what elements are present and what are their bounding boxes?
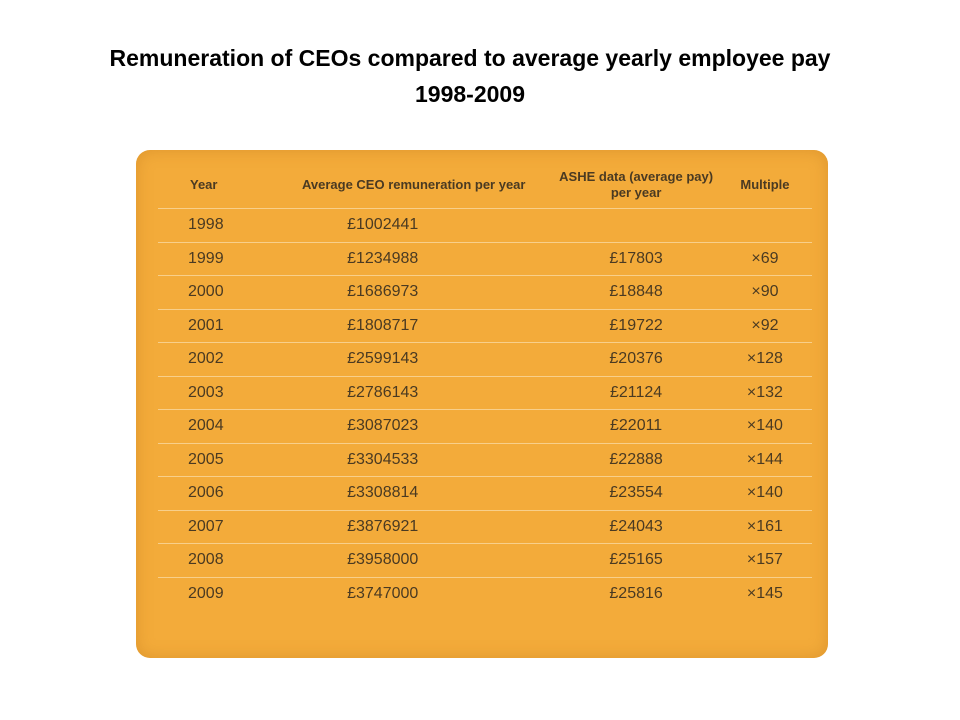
table-row: 2004 £3087023 £22011 ×140 bbox=[158, 409, 812, 444]
table-card: Year Average CEO remuneration per year A… bbox=[136, 150, 828, 658]
table-row: 2000 £1686973 £18848 ×90 bbox=[158, 275, 812, 310]
cell-ceo-remuneration: £3958000 bbox=[277, 543, 555, 578]
cell-year: 2008 bbox=[158, 543, 278, 578]
cell-year: 2003 bbox=[158, 376, 278, 410]
cell-year: 2006 bbox=[158, 476, 278, 511]
cell-ceo-remuneration: £2786143 bbox=[277, 376, 555, 410]
header-row: Year Average CEO remuneration per year A… bbox=[158, 162, 812, 209]
cell-multiple: ×69 bbox=[717, 242, 812, 276]
cell-ceo-remuneration: £2599143 bbox=[277, 342, 555, 377]
cell-ceo-remuneration: £1234988 bbox=[277, 242, 555, 276]
cell-multiple: ×132 bbox=[717, 376, 812, 410]
cell-ceo-remuneration: £1002441 bbox=[277, 208, 555, 243]
pay-table: Year Average CEO remuneration per year A… bbox=[158, 162, 812, 610]
table-row: 2003 £2786143 £21124 ×132 bbox=[158, 376, 812, 410]
cell-multiple bbox=[717, 208, 812, 243]
cell-ashe-pay: £24043 bbox=[554, 510, 718, 544]
table-row: 2009 £3747000 £25816 ×145 bbox=[158, 577, 812, 610]
cell-multiple: ×140 bbox=[717, 476, 812, 511]
cell-ashe-pay: £17803 bbox=[554, 242, 718, 276]
table-row: 1999 £1234988 £17803 ×69 bbox=[158, 242, 812, 276]
cell-year: 2009 bbox=[188, 584, 224, 602]
cell-ashe-pay: £18848 bbox=[554, 275, 718, 310]
header-year: Year bbox=[158, 162, 278, 209]
cell-multiple: ×128 bbox=[717, 342, 812, 377]
cell-year: 1998 bbox=[158, 208, 278, 243]
cell-year: 2004 bbox=[158, 409, 278, 444]
cell-ceo-remuneration: £1686973 bbox=[277, 275, 555, 310]
header-ashe-data: ASHE data (average pay) per year bbox=[554, 162, 718, 209]
cell-multiple: ×161 bbox=[717, 510, 812, 544]
cell-ceo-remuneration: £1808717 bbox=[277, 309, 555, 343]
cell-multiple: ×145 bbox=[746, 584, 783, 602]
cell-multiple: ×140 bbox=[717, 409, 812, 444]
table-row: 2006 £3308814 £23554 ×140 bbox=[158, 476, 812, 511]
cell-multiple: ×144 bbox=[717, 443, 812, 477]
cell-year: 2002 bbox=[158, 342, 278, 377]
table-body: 1998 £1002441 1999 £1234988 £17803 ×69 2000 £16… bbox=[158, 208, 812, 611]
cell-ashe-pay: £21124 bbox=[554, 376, 718, 410]
table-header: Year Average CEO remuneration per year A… bbox=[158, 162, 812, 209]
cell-ceo-remuneration: £3876921 bbox=[277, 510, 555, 544]
cell-multiple: ×92 bbox=[717, 309, 812, 343]
table-row: 2007 £3876921 £24043 ×161 bbox=[158, 510, 812, 544]
header-ceo-remuneration: Average CEO remuneration per year bbox=[277, 162, 555, 209]
cell-year: 2005 bbox=[158, 443, 278, 477]
cell-year: 2000 bbox=[158, 275, 278, 310]
cell-ashe-pay: £25165 bbox=[554, 543, 718, 578]
table-row: 2001 £1808717 £19722 ×92 bbox=[158, 309, 812, 343]
cell-year: 1999 bbox=[158, 242, 278, 276]
cell-ashe-pay: £25816 bbox=[609, 584, 663, 602]
title-line-2: 1998-2009 bbox=[415, 81, 525, 107]
cell-ceo-remuneration: £3747000 bbox=[347, 584, 419, 602]
slide-title: Remuneration of CEOs compared to average… bbox=[0, 40, 940, 112]
cell-ashe-pay: £22888 bbox=[554, 443, 718, 477]
cell-ashe-pay: £23554 bbox=[554, 476, 718, 511]
cell-multiple: ×157 bbox=[717, 543, 812, 578]
table-row: 2002 £2599143 £20376 ×128 bbox=[158, 342, 812, 377]
cell-ashe-pay: £20376 bbox=[554, 342, 718, 377]
header-multiple: Multiple bbox=[717, 162, 812, 209]
cell-ceo-remuneration: £3087023 bbox=[277, 409, 555, 444]
cell-year: 2001 bbox=[158, 309, 278, 343]
table-row: 1998 £1002441 bbox=[158, 208, 812, 243]
table-row: 2008 £3958000 £25165 ×157 bbox=[158, 543, 812, 578]
cell-year: 2007 bbox=[158, 510, 278, 544]
table-row: 2005 £3304533 £22888 ×144 bbox=[158, 443, 812, 477]
cell-ceo-remuneration: £3308814 bbox=[277, 476, 555, 511]
cell-ashe-pay: £19722 bbox=[554, 309, 718, 343]
cell-ceo-remuneration: £3304533 bbox=[277, 443, 555, 477]
title-line-1: Remuneration of CEOs compared to average… bbox=[109, 45, 831, 71]
cell-multiple: ×90 bbox=[717, 275, 812, 310]
cell-ashe-pay bbox=[554, 208, 718, 243]
cell-ashe-pay: £22011 bbox=[554, 409, 718, 444]
